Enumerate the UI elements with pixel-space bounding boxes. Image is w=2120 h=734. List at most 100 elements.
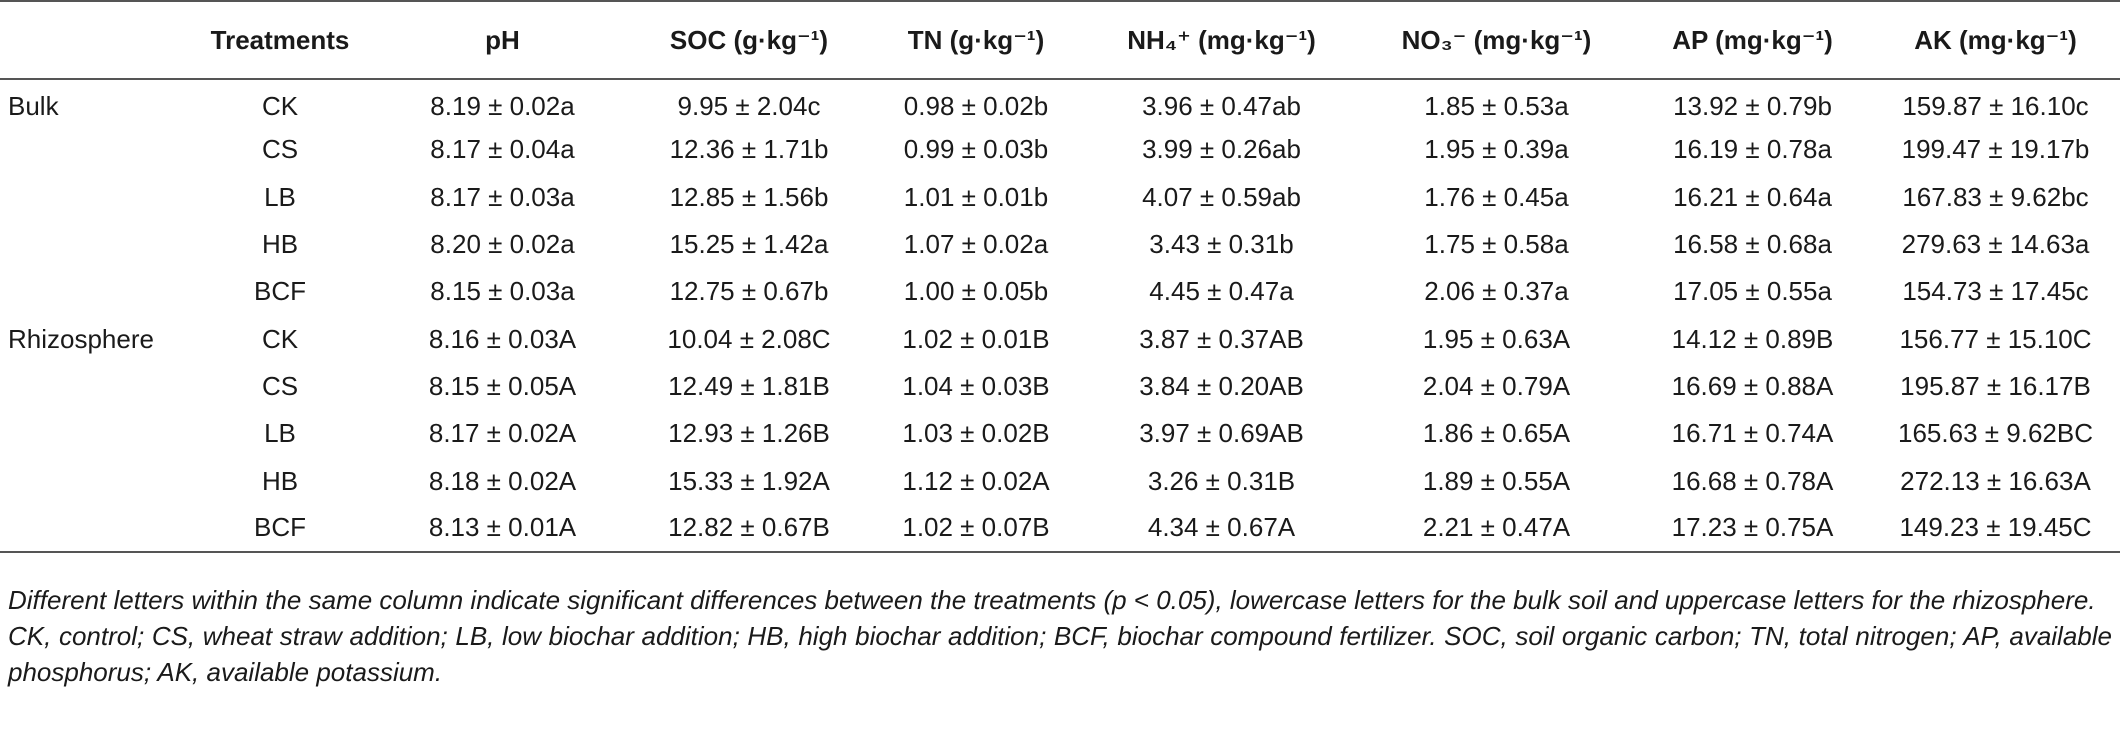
cell-ap: 16.69 ± 0.88A (1671, 370, 1834, 401)
footnote-abbreviations: CK, control; CS, wheat straw addition; L… (8, 621, 2112, 687)
cell-ap: 13.92 ± 0.79b (1673, 90, 1832, 121)
table-row: Rhizosphere CK 8.16 ± 0.03A 10.04 ± 2.08C 1.… (0, 315, 2120, 362)
cell-ap: 16.21 ± 0.64a (1673, 181, 1832, 212)
cell-ak: 167.83 ± 9.62bc (1902, 181, 2089, 212)
table-row: CS 8.17 ± 0.04a 12.36 ± 1.71b 0.99 ± 0.03b 3… (0, 126, 2120, 173)
cell-ap: 16.58 ± 0.68a (1673, 229, 1832, 260)
cell-nh4: 3.96 ± 0.47ab (1142, 90, 1301, 121)
cell-nh4: 3.84 ± 0.20AB (1139, 370, 1304, 401)
cell-ak: 272.13 ± 16.63A (1900, 465, 2091, 496)
cell-ap: 14.12 ± 0.89B (1671, 323, 1834, 354)
cell-ak: 156.77 ± 15.10C (1899, 323, 2092, 354)
soil-properties-table: Treatments pH SOC (g·kg⁻¹) TN (g·kg⁻¹) N… (0, 0, 2120, 553)
cell-ak: 154.73 ± 17.45c (1902, 276, 2089, 307)
cell-no3: 1.95 ± 0.63A (1422, 323, 1571, 354)
cell-soc: 12.93 ± 1.26B (668, 418, 830, 449)
cell-soc: 10.04 ± 2.08C (667, 323, 831, 354)
cell-soc: 12.82 ± 0.67B (630, 504, 868, 553)
table-row: HB 8.20 ± 0.02a 15.25 ± 1.42a 1.07 ± 0.02a 3… (0, 221, 2120, 268)
cell-ph: 8.17 ± 0.04a (430, 134, 575, 165)
cell-ak: 165.63 ± 9.62BC (1898, 418, 2093, 449)
cell-tn: 1.07 ± 0.02a (903, 229, 1049, 260)
cell-ak: 159.87 ± 16.10c (1902, 90, 2089, 121)
cell-no3: 2.06 ± 0.37a (1424, 276, 1569, 307)
cell-soc: 12.75 ± 0.67b (669, 276, 829, 307)
cell-soc: 12.49 ± 1.81B (668, 370, 830, 401)
cell-tn: 1.04 ± 0.03B (902, 370, 1050, 401)
header-ph: pH (375, 0, 630, 80)
cell-ak: 279.63 ± 14.63a (1901, 229, 2090, 260)
cell-nh4: 4.34 ± 0.67A (1084, 504, 1359, 553)
header-row: Treatments pH SOC (g·kg⁻¹) TN (g·kg⁻¹) N… (0, 0, 2120, 80)
table-row: Bulk CK 8.19 ± 0.02a 9.95 ± 2.04c 0.98 ± 0.0… (0, 79, 2120, 126)
cell-no3: 1.86 ± 0.65A (1422, 418, 1571, 449)
header-ak: AK (mg·kg⁻¹) (1871, 0, 2120, 80)
cell-group (0, 457, 185, 504)
cell-nh4: 4.45 ± 0.47a (1149, 276, 1294, 307)
header-no3: NO₃⁻ (mg·kg⁻¹) (1359, 0, 1634, 80)
cell-no3: 2.04 ± 0.79A (1422, 370, 1571, 401)
cell-ph: 8.15 ± 0.05A (428, 370, 577, 401)
cell-soc: 12.36 ± 1.71b (669, 134, 829, 165)
cell-nh4: 3.26 ± 0.31B (1147, 465, 1296, 496)
cell-group (0, 221, 185, 268)
cell-treatment: BCF (185, 504, 375, 553)
cell-ap: 17.05 ± 0.55a (1673, 276, 1832, 307)
cell-soc: 9.95 ± 2.04c (677, 90, 821, 121)
cell-tn: 1.00 ± 0.05b (903, 276, 1049, 307)
cell-treatment: LB (264, 181, 296, 212)
cell-group: Rhizosphere (8, 323, 154, 354)
cell-treatment: CK (261, 90, 299, 121)
cell-no3: 1.89 ± 0.55A (1422, 465, 1571, 496)
cell-group (0, 363, 185, 410)
header-tn: TN (g·kg⁻¹) (868, 0, 1084, 80)
table-row: CS 8.15 ± 0.05A 12.49 ± 1.81B 1.04 ± 0.03B 3… (0, 363, 2120, 410)
cell-nh4: 3.99 ± 0.26ab (1142, 134, 1301, 165)
cell-ph: 8.16 ± 0.03A (428, 323, 577, 354)
cell-treatment: CK (261, 323, 299, 354)
cell-soc: 12.85 ± 1.56b (669, 181, 829, 212)
cell-group (0, 174, 185, 221)
footnote-significance: Different letters within the same column… (8, 585, 2096, 615)
cell-ph: 8.17 ± 0.03a (430, 181, 575, 212)
table-footnotes: Different letters within the same column… (8, 582, 2112, 690)
cell-ph: 8.18 ± 0.02A (428, 465, 577, 496)
cell-treatment: BCF (254, 276, 306, 307)
header-ap: AP (mg·kg⁻¹) (1634, 0, 1871, 80)
cell-no3: 1.85 ± 0.53a (1424, 90, 1569, 121)
cell-tn: 0.99 ± 0.03b (903, 134, 1049, 165)
cell-nh4: 3.87 ± 0.37AB (1139, 323, 1304, 354)
cell-no3: 1.95 ± 0.39a (1424, 134, 1569, 165)
cell-group (0, 410, 185, 457)
header-treatments: Treatments (185, 0, 375, 80)
cell-soc: 15.33 ± 1.92A (668, 465, 830, 496)
table-row: HB 8.18 ± 0.02A 15.33 ± 1.92A 1.12 ± 0.02A 3… (0, 457, 2120, 504)
cell-group (0, 268, 185, 315)
header-soc: SOC (g·kg⁻¹) (630, 0, 868, 80)
cell-tn: 1.02 ± 0.01B (902, 323, 1050, 354)
cell-ak: 195.87 ± 16.17B (1900, 370, 2091, 401)
header-group (0, 0, 185, 80)
cell-ap: 16.71 ± 0.74A (1671, 418, 1834, 449)
cell-ap: 16.19 ± 0.78a (1673, 134, 1832, 165)
cell-tn: 1.02 ± 0.07B (868, 504, 1084, 553)
cell-ph: 8.15 ± 0.03a (430, 276, 575, 307)
cell-soc: 15.25 ± 1.42a (669, 229, 829, 260)
cell-ak: 199.47 ± 19.17b (1901, 134, 2090, 165)
table-row: BCF 8.13 ± 0.01A 12.82 ± 0.67B 1.02 ± 0.07B… (0, 504, 2120, 553)
cell-nh4: 3.43 ± 0.31b (1149, 229, 1294, 260)
cell-ak: 149.23 ± 19.45C (1871, 504, 2120, 553)
cell-tn: 1.01 ± 0.01b (903, 181, 1049, 212)
cell-group: Bulk (8, 90, 59, 121)
cell-treatment: CS (261, 370, 299, 401)
cell-ph: 8.17 ± 0.02A (428, 418, 577, 449)
table-row: LB 8.17 ± 0.03a 12.85 ± 1.56b 1.01 ± 0.01b 4… (0, 174, 2120, 221)
cell-ph: 8.13 ± 0.01A (375, 504, 630, 553)
cell-ph: 8.19 ± 0.02a (430, 90, 575, 121)
cell-nh4: 4.07 ± 0.59ab (1142, 181, 1301, 212)
cell-no3: 2.21 ± 0.47A (1359, 504, 1634, 553)
table-row: BCF 8.15 ± 0.03a 12.75 ± 0.67b 1.00 ± 0.05b… (0, 268, 2120, 315)
cell-no3: 1.76 ± 0.45a (1424, 181, 1569, 212)
cell-treatment: HB (261, 465, 299, 496)
